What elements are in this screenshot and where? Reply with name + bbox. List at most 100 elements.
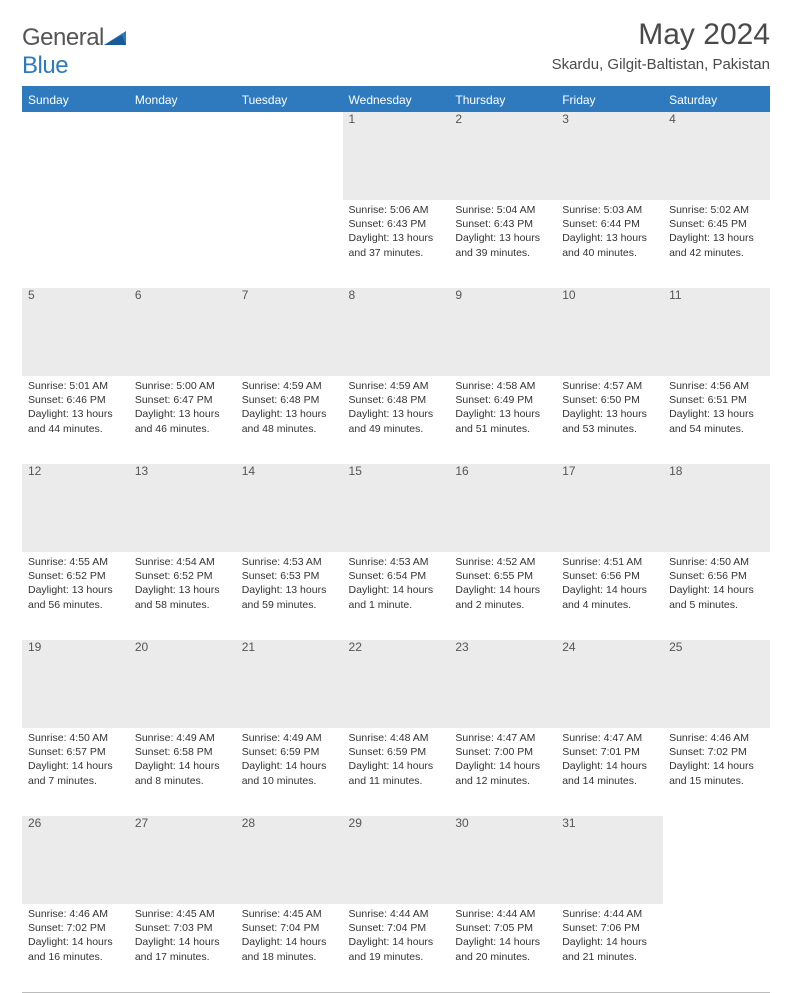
sun-times-text: Sunrise: 5:00 AMSunset: 6:47 PMDaylight:… <box>135 376 230 436</box>
sun-times-text: Sunrise: 4:46 AMSunset: 7:02 PMDaylight:… <box>669 728 764 788</box>
day-number-cell: 12 <box>22 464 129 552</box>
day-number-cell: 22 <box>343 640 450 728</box>
day-number-cell: 7 <box>236 288 343 376</box>
day-number-cell: 23 <box>449 640 556 728</box>
sun-times-text: Sunrise: 4:52 AMSunset: 6:55 PMDaylight:… <box>455 552 550 612</box>
day-number-cell <box>129 112 236 200</box>
day-number-cell: 13 <box>129 464 236 552</box>
day-content-cell: Sunrise: 5:00 AMSunset: 6:47 PMDaylight:… <box>129 376 236 464</box>
day-number-cell: 21 <box>236 640 343 728</box>
day-number-cell: 30 <box>449 816 556 904</box>
day-number-cell: 16 <box>449 464 556 552</box>
day-content-cell: Sunrise: 4:57 AMSunset: 6:50 PMDaylight:… <box>556 376 663 464</box>
daynum-row: 1234 <box>22 112 770 200</box>
sun-times-text: Sunrise: 5:04 AMSunset: 6:43 PMDaylight:… <box>455 200 550 260</box>
day-number-cell: 2 <box>449 112 556 200</box>
day-number-cell <box>236 112 343 200</box>
day-header: Friday <box>556 87 663 112</box>
day-content-cell <box>236 200 343 288</box>
day-content-cell: Sunrise: 4:59 AMSunset: 6:48 PMDaylight:… <box>236 376 343 464</box>
day-content-cell <box>129 200 236 288</box>
day-content-cell: Sunrise: 4:53 AMSunset: 6:53 PMDaylight:… <box>236 552 343 640</box>
daynum-row: 12131415161718 <box>22 464 770 552</box>
content-row: Sunrise: 4:55 AMSunset: 6:52 PMDaylight:… <box>22 552 770 640</box>
day-number-cell: 18 <box>663 464 770 552</box>
day-content-cell: Sunrise: 4:45 AMSunset: 7:04 PMDaylight:… <box>236 904 343 992</box>
day-content-cell: Sunrise: 4:49 AMSunset: 6:59 PMDaylight:… <box>236 728 343 816</box>
day-number-cell: 24 <box>556 640 663 728</box>
day-content-cell: Sunrise: 5:04 AMSunset: 6:43 PMDaylight:… <box>449 200 556 288</box>
day-content-cell: Sunrise: 4:50 AMSunset: 6:56 PMDaylight:… <box>663 552 770 640</box>
sun-times-text: Sunrise: 4:55 AMSunset: 6:52 PMDaylight:… <box>28 552 123 612</box>
day-content-cell: Sunrise: 4:44 AMSunset: 7:06 PMDaylight:… <box>556 904 663 992</box>
sun-times-text: Sunrise: 4:49 AMSunset: 6:59 PMDaylight:… <box>242 728 337 788</box>
sun-times-text: Sunrise: 4:59 AMSunset: 6:48 PMDaylight:… <box>242 376 337 436</box>
day-content-cell: Sunrise: 5:06 AMSunset: 6:43 PMDaylight:… <box>343 200 450 288</box>
sun-times-text: Sunrise: 4:50 AMSunset: 6:57 PMDaylight:… <box>28 728 123 788</box>
day-content-cell: Sunrise: 4:59 AMSunset: 6:48 PMDaylight:… <box>343 376 450 464</box>
day-number-cell <box>663 816 770 904</box>
day-number-cell: 28 <box>236 816 343 904</box>
sun-times-text: Sunrise: 4:54 AMSunset: 6:52 PMDaylight:… <box>135 552 230 612</box>
page-header: GeneralBlue May 2024 Skardu, Gilgit-Balt… <box>22 18 770 80</box>
day-content-cell: Sunrise: 4:50 AMSunset: 6:57 PMDaylight:… <box>22 728 129 816</box>
location-subtitle: Skardu, Gilgit-Baltistan, Pakistan <box>552 56 770 73</box>
day-number-cell: 31 <box>556 816 663 904</box>
day-content-cell: Sunrise: 4:55 AMSunset: 6:52 PMDaylight:… <box>22 552 129 640</box>
sun-times-text: Sunrise: 4:53 AMSunset: 6:54 PMDaylight:… <box>349 552 444 612</box>
day-number-cell: 8 <box>343 288 450 376</box>
sun-times-text: Sunrise: 4:58 AMSunset: 6:49 PMDaylight:… <box>455 376 550 436</box>
day-number-cell: 1 <box>343 112 450 200</box>
sun-times-text: Sunrise: 4:50 AMSunset: 6:56 PMDaylight:… <box>669 552 764 612</box>
day-number-cell: 27 <box>129 816 236 904</box>
logo-triangle-icon <box>104 24 126 52</box>
day-content-cell: Sunrise: 4:44 AMSunset: 7:04 PMDaylight:… <box>343 904 450 992</box>
day-content-cell: Sunrise: 4:47 AMSunset: 7:01 PMDaylight:… <box>556 728 663 816</box>
day-number-cell: 20 <box>129 640 236 728</box>
day-content-cell: Sunrise: 4:52 AMSunset: 6:55 PMDaylight:… <box>449 552 556 640</box>
sun-times-text: Sunrise: 4:48 AMSunset: 6:59 PMDaylight:… <box>349 728 444 788</box>
daynum-row: 567891011 <box>22 288 770 376</box>
day-number-cell: 10 <box>556 288 663 376</box>
day-content-cell: Sunrise: 4:54 AMSunset: 6:52 PMDaylight:… <box>129 552 236 640</box>
day-number-cell: 6 <box>129 288 236 376</box>
day-content-cell: Sunrise: 5:01 AMSunset: 6:46 PMDaylight:… <box>22 376 129 464</box>
content-row: Sunrise: 4:50 AMSunset: 6:57 PMDaylight:… <box>22 728 770 816</box>
sun-times-text: Sunrise: 4:44 AMSunset: 7:04 PMDaylight:… <box>349 904 444 964</box>
day-number-cell: 11 <box>663 288 770 376</box>
sun-times-text: Sunrise: 5:01 AMSunset: 6:46 PMDaylight:… <box>28 376 123 436</box>
day-number-cell: 4 <box>663 112 770 200</box>
sun-times-text: Sunrise: 4:59 AMSunset: 6:48 PMDaylight:… <box>349 376 444 436</box>
day-number-cell: 15 <box>343 464 450 552</box>
sun-times-text: Sunrise: 4:45 AMSunset: 7:03 PMDaylight:… <box>135 904 230 964</box>
logo-text: GeneralBlue <box>22 24 126 80</box>
sun-times-text: Sunrise: 4:44 AMSunset: 7:05 PMDaylight:… <box>455 904 550 964</box>
day-header: Wednesday <box>343 87 450 112</box>
day-number-cell: 25 <box>663 640 770 728</box>
sun-times-text: Sunrise: 4:56 AMSunset: 6:51 PMDaylight:… <box>669 376 764 436</box>
day-content-cell: Sunrise: 4:44 AMSunset: 7:05 PMDaylight:… <box>449 904 556 992</box>
day-content-cell: Sunrise: 4:45 AMSunset: 7:03 PMDaylight:… <box>129 904 236 992</box>
day-content-cell: Sunrise: 4:51 AMSunset: 6:56 PMDaylight:… <box>556 552 663 640</box>
day-content-cell: Sunrise: 4:48 AMSunset: 6:59 PMDaylight:… <box>343 728 450 816</box>
content-row: Sunrise: 4:46 AMSunset: 7:02 PMDaylight:… <box>22 904 770 992</box>
day-content-cell <box>22 200 129 288</box>
day-content-cell: Sunrise: 4:46 AMSunset: 7:02 PMDaylight:… <box>22 904 129 992</box>
logo-word1: General <box>22 24 104 51</box>
day-number-cell: 19 <box>22 640 129 728</box>
sun-times-text: Sunrise: 5:02 AMSunset: 6:45 PMDaylight:… <box>669 200 764 260</box>
day-number-cell: 17 <box>556 464 663 552</box>
sun-times-text: Sunrise: 4:46 AMSunset: 7:02 PMDaylight:… <box>28 904 123 964</box>
month-title: May 2024 <box>552 18 770 52</box>
sun-times-text: Sunrise: 4:47 AMSunset: 7:00 PMDaylight:… <box>455 728 550 788</box>
sun-times-text: Sunrise: 4:47 AMSunset: 7:01 PMDaylight:… <box>562 728 657 788</box>
sun-times-text: Sunrise: 4:45 AMSunset: 7:04 PMDaylight:… <box>242 904 337 964</box>
day-number-cell: 9 <box>449 288 556 376</box>
brand-logo: GeneralBlue <box>22 18 126 80</box>
day-content-cell: Sunrise: 4:53 AMSunset: 6:54 PMDaylight:… <box>343 552 450 640</box>
sun-times-text: Sunrise: 5:03 AMSunset: 6:44 PMDaylight:… <box>562 200 657 260</box>
day-header: Tuesday <box>236 87 343 112</box>
sun-times-text: Sunrise: 4:44 AMSunset: 7:06 PMDaylight:… <box>562 904 657 964</box>
daynum-row: 19202122232425 <box>22 640 770 728</box>
day-content-cell: Sunrise: 5:03 AMSunset: 6:44 PMDaylight:… <box>556 200 663 288</box>
